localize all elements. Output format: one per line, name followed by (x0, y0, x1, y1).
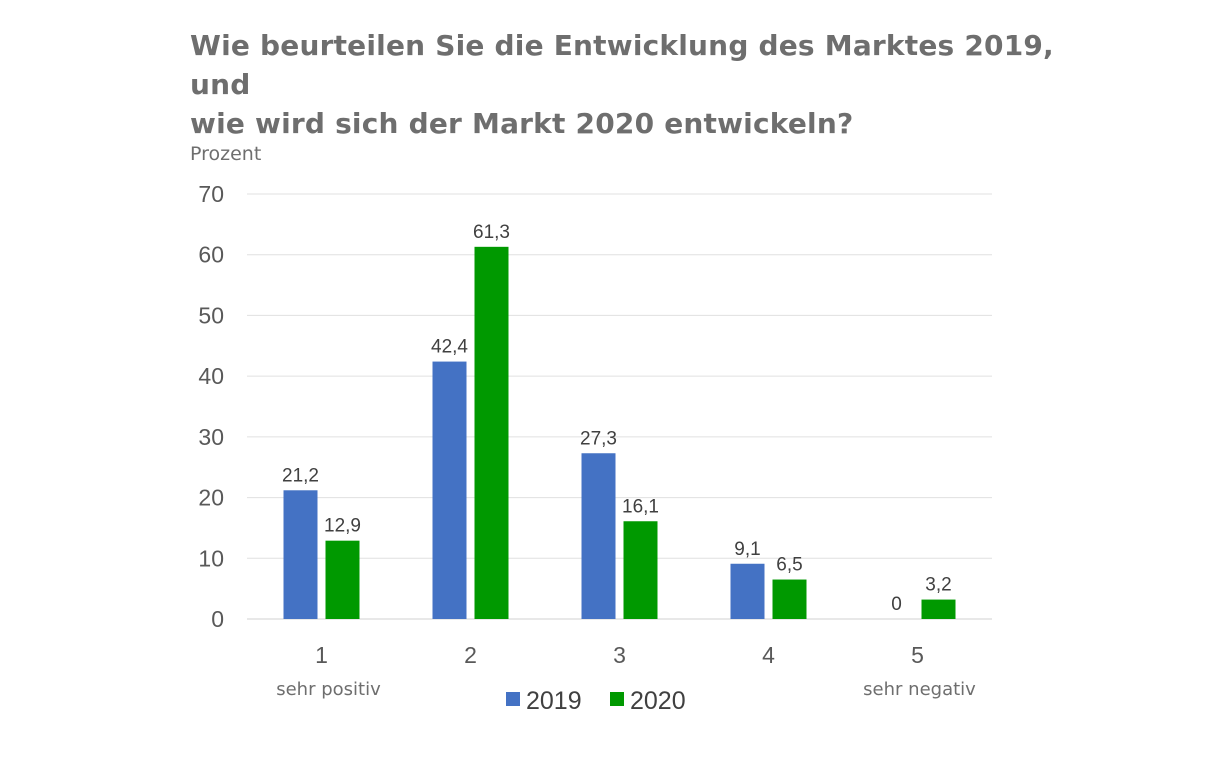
y-tick-label: 30 (198, 424, 224, 450)
data-label-2019-5: 0 (891, 594, 902, 615)
data-label-2020-2: 61,3 (473, 222, 510, 243)
y-tick-label: 40 (198, 363, 224, 389)
bars (283, 246, 956, 620)
y-tick-label: 10 (198, 545, 224, 571)
chart-title: Wie beurteilen Sie die Entwicklung des M… (190, 26, 1090, 143)
bar-2020-5 (921, 599, 956, 619)
data-label-2019-4: 9,1 (734, 539, 760, 560)
legend-label-2019: 2019 (526, 687, 582, 715)
bar-2020-2 (474, 246, 509, 620)
x-sublabel-first: sehr positiv (276, 679, 381, 700)
legend: 2019 2020 (506, 687, 686, 715)
data-labels: 21,2 12,9 42,4 61,3 27,3 16,1 9,1 6,5 0 3,2 (282, 222, 952, 615)
x-tick-label: 4 (762, 642, 775, 668)
data-label-2020-5: 3,2 (925, 575, 951, 596)
bar-2019-4 (730, 563, 765, 619)
data-label-2020-1: 12,9 (324, 516, 361, 537)
x-tick-label: 2 (464, 642, 477, 668)
x-tick-label: 1 (315, 642, 328, 668)
legend-swatch-2019 (506, 692, 520, 706)
bar-2019-1 (283, 490, 318, 619)
data-label-2020-4: 6,5 (776, 555, 802, 576)
y-tick-label: 60 (198, 242, 224, 268)
legend-label-2020: 2020 (630, 687, 686, 715)
legend-swatch-2020 (610, 692, 624, 706)
data-label-2019-1: 21,2 (282, 465, 319, 486)
data-label-2019-3: 27,3 (580, 428, 617, 449)
bar-2020-3 (623, 521, 658, 619)
x-sublabel-last: sehr negativ (863, 679, 976, 700)
data-label-2020-3: 16,1 (622, 496, 659, 517)
bar-2020-4 (772, 579, 807, 619)
y-tick-label: 20 (198, 485, 224, 511)
data-label-2019-2: 42,4 (431, 337, 468, 358)
chart-title-line-1: Wie beurteilen Sie die Entwicklung des M… (190, 29, 1054, 101)
x-tick-label: 5 (911, 642, 924, 668)
y-axis-label: Prozent (190, 143, 261, 165)
bar-2019-2 (432, 361, 467, 619)
gridlines (247, 193, 992, 620)
bar-2020-1 (325, 540, 360, 619)
y-tick-label: 50 (198, 302, 224, 328)
axes: Prozent 0 10 20 30 40 50 60 70 1 2 3 4 5 sehr positiv s… (190, 143, 976, 700)
y-tick-label: 70 (198, 181, 224, 207)
x-tick-label: 3 (613, 642, 626, 668)
chart-title-line-2: wie wird sich der Markt 2020 entwickeln? (190, 107, 854, 140)
y-tick-label: 0 (211, 606, 224, 632)
bar-2019-3 (581, 453, 616, 619)
